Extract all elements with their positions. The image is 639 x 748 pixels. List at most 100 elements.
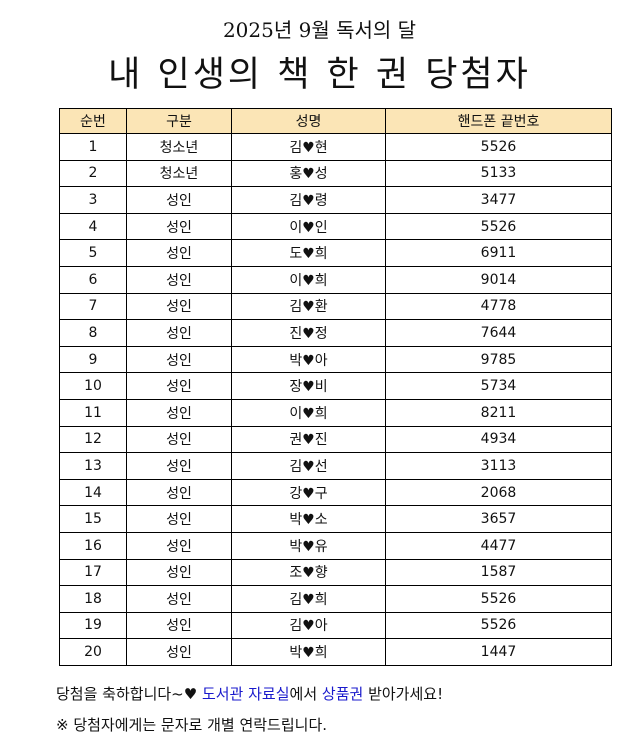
- row-phone: 5526: [385, 133, 612, 161]
- congrats-text: 당첨을 축하합니다~♥: [56, 685, 202, 703]
- table-row: 6 성인 이♥희 9014: [59, 265, 612, 294]
- prize-text: 상품권: [321, 685, 364, 703]
- row-name: 김♥아: [231, 611, 386, 640]
- row-phone: 1587: [385, 558, 612, 587]
- table-row: 12 성인 권♥진 4934: [59, 425, 612, 454]
- col-name: 성명: [231, 108, 386, 134]
- winners-table: 순번 구분 성명 핸드폰 끝번호 1 청소년 김♥현 5526 2 청소년 홍♥성 5133 3…: [59, 108, 612, 666]
- table-row: 20 성인 박♥희 1447: [59, 638, 612, 666]
- row-name: 권♥진: [231, 425, 386, 454]
- table-row: 2 청소년 홍♥성 5133: [59, 159, 612, 188]
- row-number: 14: [59, 478, 127, 507]
- row-name: 박♥아: [231, 345, 386, 374]
- row-phone: 5133: [385, 159, 612, 188]
- row-phone: 1447: [385, 638, 612, 666]
- row-name: 조♥향: [231, 558, 386, 587]
- row-name: 김♥선: [231, 452, 386, 480]
- row-name: 장♥비: [231, 372, 386, 400]
- row-number: 6: [59, 265, 127, 294]
- row-category: 성인: [126, 265, 232, 294]
- row-category: 성인: [126, 186, 232, 214]
- table-row: 13 성인 김♥선 3113: [59, 452, 612, 480]
- row-category: 성인: [126, 611, 232, 640]
- row-phone: 3657: [385, 505, 612, 533]
- row-phone: 4778: [385, 292, 612, 321]
- row-phone: 5526: [385, 585, 612, 613]
- row-number: 17: [59, 558, 127, 587]
- table-row: 8 성인 진♥정 7644: [59, 319, 612, 347]
- row-category: 성인: [126, 398, 232, 427]
- row-name: 김♥령: [231, 186, 386, 214]
- row-phone: 3113: [385, 452, 612, 480]
- row-name: 이♥인: [231, 212, 386, 241]
- table-row: 9 성인 박♥아 9785: [59, 345, 612, 374]
- row-phone: 6911: [385, 239, 612, 267]
- row-name: 진♥정: [231, 319, 386, 347]
- row-category: 성인: [126, 478, 232, 507]
- location-text: 도서관 자료실: [201, 685, 290, 703]
- row-phone: 9785: [385, 345, 612, 374]
- table-row: 1 청소년 김♥현 5526: [59, 133, 612, 161]
- row-name: 박♥유: [231, 531, 386, 560]
- row-category: 성인: [126, 319, 232, 347]
- row-phone: 8211: [385, 398, 612, 427]
- row-category: 성인: [126, 558, 232, 587]
- row-name: 도♥희: [231, 239, 386, 267]
- table-row: 3 성인 김♥령 3477: [59, 186, 612, 214]
- row-category: 성인: [126, 638, 232, 666]
- row-number: 8: [59, 319, 127, 347]
- row-category: 성인: [126, 239, 232, 267]
- notice: ※ 당첨자에게는 문자로 개별 연락드립니다.: [56, 716, 328, 734]
- row-number: 12: [59, 425, 127, 454]
- pickup-text: 받아가세요!: [363, 685, 444, 703]
- row-category: 성인: [126, 505, 232, 533]
- row-number: 10: [59, 372, 127, 400]
- row-category: 성인: [126, 345, 232, 374]
- col-category: 구분: [126, 108, 232, 134]
- row-name: 박♥소: [231, 505, 386, 533]
- table-row: 4 성인 이♥인 5526: [59, 212, 612, 241]
- row-phone: 5526: [385, 611, 612, 640]
- row-name: 이♥희: [231, 398, 386, 427]
- row-phone: 2068: [385, 478, 612, 507]
- row-number: 4: [59, 212, 127, 241]
- row-number: 15: [59, 505, 127, 533]
- row-number: 11: [59, 398, 127, 427]
- row-name: 강♥구: [231, 478, 386, 507]
- row-name: 김♥희: [231, 585, 386, 613]
- row-phone: 3477: [385, 186, 612, 214]
- row-number: 2: [59, 159, 127, 188]
- row-number: 5: [59, 239, 127, 267]
- table-row: 17 성인 조♥향 1587: [59, 558, 612, 587]
- row-category: 청소년: [126, 133, 232, 161]
- row-number: 7: [59, 292, 127, 321]
- row-name: 홍♥성: [231, 159, 386, 188]
- subtitle: 2025년 9월 독서의 달: [222, 18, 417, 42]
- row-phone: 5734: [385, 372, 612, 400]
- page-title: 내 인생의 책 한 권 당첨자: [108, 55, 531, 95]
- table-row: 19 성인 김♥아 5526: [59, 611, 612, 640]
- table-row: 5 성인 도♥희 6911: [59, 239, 612, 267]
- row-category: 성인: [126, 425, 232, 454]
- row-number: 9: [59, 345, 127, 374]
- row-number: 1: [59, 133, 127, 161]
- row-number: 19: [59, 611, 127, 640]
- row-name: 박♥희: [231, 638, 386, 666]
- row-category: 성인: [126, 372, 232, 400]
- table-row: 11 성인 이♥희 8211: [59, 398, 612, 427]
- row-category: 성인: [126, 585, 232, 613]
- congrats-line: 당첨을 축하합니다~♥ 도서관 자료실에서 상품권 받아가세요!: [56, 683, 443, 704]
- table-row: 18 성인 김♥희 5526: [59, 585, 612, 613]
- row-name: 김♥환: [231, 292, 386, 321]
- col-phone: 핸드폰 끝번호: [385, 108, 612, 134]
- row-name: 김♥현: [231, 133, 386, 161]
- connector-text: 에서: [289, 685, 322, 703]
- table-row: 14 성인 강♥구 2068: [59, 478, 612, 507]
- table-row: 7 성인 김♥환 4778: [59, 292, 612, 321]
- row-name: 이♥희: [231, 265, 386, 294]
- table-row: 10 성인 장♥비 5734: [59, 372, 612, 400]
- row-category: 성인: [126, 531, 232, 560]
- table-header: 순번 구분 성명 핸드폰 끝번호: [59, 108, 612, 134]
- row-number: 20: [59, 638, 127, 666]
- row-category: 청소년: [126, 159, 232, 188]
